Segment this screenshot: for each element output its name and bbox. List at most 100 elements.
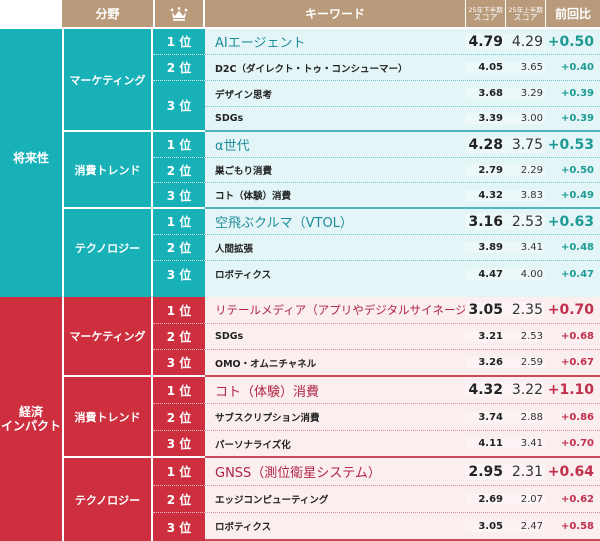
score-h2: 4.32 [465,189,505,201]
score-h1: 3.83 [505,189,545,201]
score-h1: 3.41 [505,438,545,449]
header-blank [0,0,62,27]
header-keyword: キーワード [205,0,465,27]
header-category: 分野 [62,0,153,27]
table-row: SDGs 3.39 3.00 +0.39 [205,107,600,132]
score-h1: 2.29 [505,164,545,176]
score-h2: 3.68 [465,88,505,99]
score-h2: 3.26 [465,357,505,368]
keyword: コト（体験）消費 [215,384,320,400]
rank-label: 1 位 [153,458,205,486]
score-diff: +0.53 [547,136,594,153]
rank-label: 2 位 [153,486,205,513]
section-economic: 経済 インパクト [0,297,62,541]
score-h2: 2.79 [465,164,505,176]
table-row: サブスクリプション消費 3.74 2.88 +0.86 [205,404,600,431]
rank-label: 2 位 [153,55,205,81]
keyword: 人間拡張 [215,243,254,255]
keyword: コト（体験）消費 [215,191,292,202]
keyword: SDGs [215,331,244,342]
header-score-h2-line1: 25年下半期 [468,5,503,14]
score-h2: 3.05 [465,302,505,318]
score-diff: +0.70 [547,302,594,318]
score-h2: 3.74 [465,411,505,423]
table-row: 人間拡張 3.89 3.41 +0.48 [205,235,600,261]
score-diff: +0.68 [560,331,594,342]
rank-label: 2 位 [153,324,205,350]
table-row: コト（体験）消費 4.32 3.22 +1.10 [205,377,600,404]
section-divider-teal [62,287,153,297]
score-diff: +0.86 [560,411,594,423]
score-diff: +0.64 [547,463,594,480]
rank-label: 1 位 [153,132,205,158]
keyword: リテールメディア（アプリやデジタルサイネージなど） [215,303,465,317]
score-diff: +0.48 [560,242,594,253]
table-row: OMO・オムニチャネル 3.26 2.59 +0.67 [205,350,600,377]
rank-label: 1 位 [153,297,205,324]
rank-label: 2 位 [153,158,205,183]
score-h2: 4.79 [465,33,505,50]
rank-label: 1 位 [153,209,205,235]
keyword: AIエージェント [215,36,306,51]
table-row: デザイン思考 3.68 3.29 +0.39 [205,81,600,107]
table-row: パーソナライズ化 4.11 3.41 +0.70 [205,431,600,458]
table-row: GNSS（測位衛星システム） 2.95 2.31 +0.64 [205,458,600,486]
score-h1: 2.53 [505,213,545,230]
score-diff: +0.50 [547,33,594,50]
score-h2: 4.05 [465,62,505,73]
header-score-h2: 25年下半期 スコア [465,0,505,27]
rank-label: 3 位 [153,513,205,541]
score-h1: 2.07 [505,493,545,505]
score-diff: +0.39 [560,88,594,99]
score-diff: +0.47 [560,268,594,280]
score-h1: 2.35 [505,302,545,318]
table-row: ロボティクス 3.05 2.47 +0.58 [205,513,600,541]
score-h1: 4.29 [505,33,545,50]
score-h2: 2.95 [465,463,505,480]
keyword: SDGs [215,113,244,124]
group-future-consumer: 消費トレンド [62,132,153,209]
keyword: エッジコンピューティング [215,495,329,506]
group-economic-tech: テクノロジー [62,458,153,541]
score-diff: +0.39 [560,113,594,124]
rank-label: 3 位 [153,350,205,377]
section-future: 将来性 [0,29,62,287]
score-h1: 3.29 [505,88,545,99]
score-diff: +0.58 [560,520,594,532]
header-rank [153,0,205,27]
score-h2: 4.47 [465,268,505,280]
group-economic-marketing: マーケティング [62,297,153,377]
score-h1: 2.31 [505,463,545,480]
score-h2: 3.21 [465,331,505,342]
score-h1: 3.41 [505,242,545,253]
score-h2: 4.32 [465,382,505,398]
section-divider-teal [153,287,205,297]
rank-label: 3 位 [153,261,205,287]
table-row: 空飛ぶクルマ（VTOL） 3.16 2.53 +0.63 [205,209,600,235]
group-economic-consumer: 消費トレンド [62,377,153,458]
section-economic-line2: インパクト [0,419,61,433]
table-row: リテールメディア（アプリやデジタルサイネージなど） 3.05 2.35 +0.7… [205,297,600,324]
score-h1: 3.65 [505,62,545,73]
keyword: D2C（ダイレクト・トゥ・コンシューマー） [215,63,408,75]
keyword: 空飛ぶクルマ（VTOL） [215,216,353,231]
group-future-marketing: マーケティング [62,29,153,132]
score-diff: +0.63 [547,213,594,230]
table-row: SDGs 3.21 2.53 +0.68 [205,324,600,350]
table-row: ロボティクス 4.47 4.00 +0.47 [205,261,600,287]
score-h1: 4.00 [505,268,545,280]
score-diff: +0.70 [560,438,594,449]
table-row: D2C（ダイレクト・トゥ・コンシューマー） 4.05 3.65 +0.40 [205,55,600,81]
table-row: 巣ごもり消費 2.79 2.29 +0.50 [205,158,600,183]
crown-icon [170,6,188,21]
table-row: α世代 4.28 3.75 +0.53 [205,132,600,158]
score-h2: 4.28 [465,136,505,153]
keyword: α世代 [215,139,250,154]
rank-label: 3 位 [153,183,205,209]
score-h2: 3.05 [465,520,505,532]
score-diff: +0.67 [560,357,594,368]
header-score-h1-line2: スコア [513,12,538,22]
score-diff: +0.49 [560,189,594,201]
keyword: OMO・オムニチャネル [215,358,317,370]
